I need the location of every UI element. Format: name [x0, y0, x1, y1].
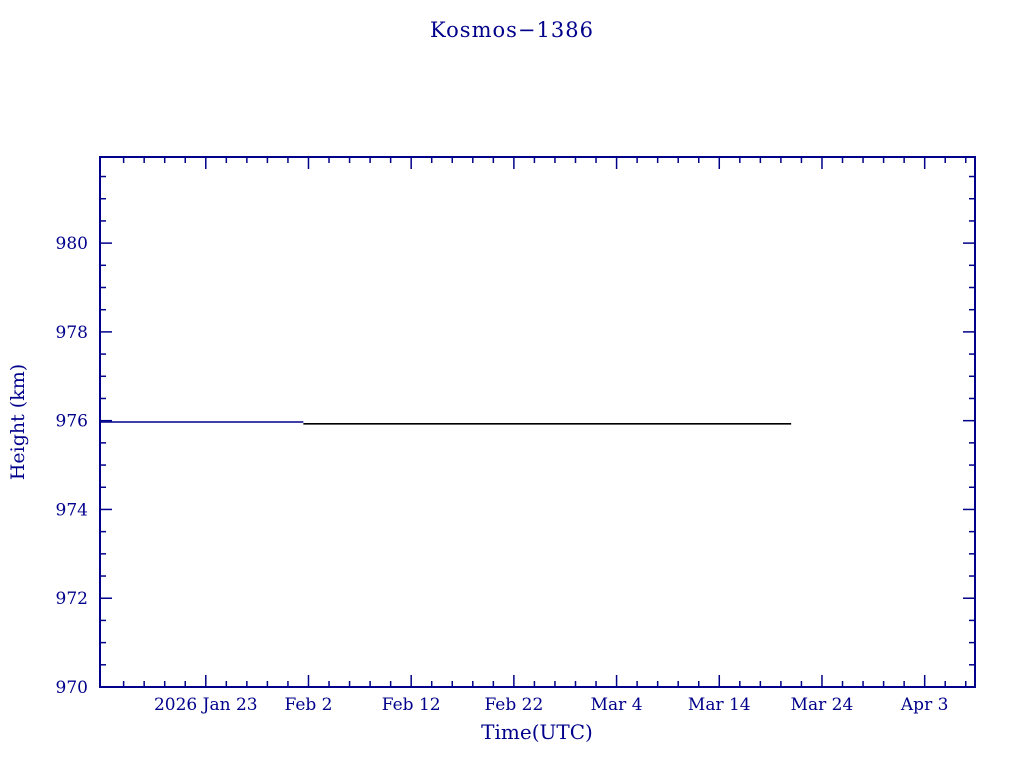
- x-tick-label: Mar 4: [591, 695, 643, 715]
- x-tick-label: 2026 Jan 23: [154, 695, 258, 715]
- x-tick-label: Feb 22: [484, 695, 543, 715]
- y-tick-label: 976: [56, 412, 88, 432]
- x-axis-label: Time(UTC): [481, 720, 593, 744]
- y-tick-label: 972: [56, 589, 88, 609]
- y-tick-label: 974: [56, 500, 88, 520]
- x-tick-label: Feb 12: [382, 695, 441, 715]
- x-tick-label: Apr 3: [900, 695, 949, 715]
- y-tick-label: 970: [56, 678, 88, 698]
- x-tick-label: Mar 24: [791, 695, 854, 715]
- y-tick-label: 980: [56, 234, 88, 254]
- y-tick-label: 978: [56, 323, 88, 343]
- x-tick-label: Feb 2: [284, 695, 332, 715]
- chart-title: Kosmos−1386: [430, 18, 594, 42]
- x-tick-label: Mar 14: [688, 695, 751, 715]
